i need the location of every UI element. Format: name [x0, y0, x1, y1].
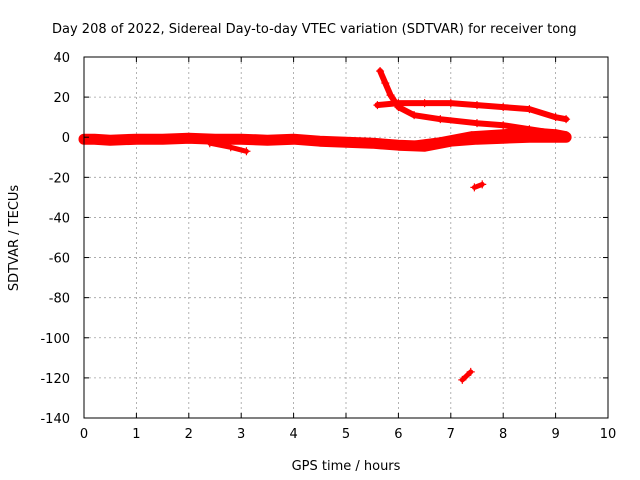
x-tick-label: 1	[132, 427, 140, 442]
data-traces	[78, 67, 572, 384]
data-point	[470, 183, 479, 192]
data-point	[226, 143, 235, 152]
x-tick-label: 3	[237, 427, 245, 442]
data-point	[478, 180, 487, 189]
x-tick-label: 8	[499, 427, 507, 442]
y-tick-label: -80	[49, 292, 70, 307]
y-tick-label: 0	[62, 131, 70, 146]
data-point	[562, 131, 571, 140]
data-point	[158, 135, 167, 144]
series-isolated-minus-120	[459, 369, 474, 383]
y-tick-label: -60	[49, 252, 70, 267]
data-point	[106, 136, 115, 145]
x-tick-label: 7	[447, 427, 455, 442]
y-tick-label: -140	[40, 412, 70, 427]
axis-ticks: 0 1 2 3 4 5 6 7 8 9 10 40 20 0 -20 -40 -60 -80 -100 -120 -14…	[40, 51, 616, 442]
x-tick-label: 5	[342, 427, 350, 442]
data-point	[184, 134, 193, 143]
x-tick-label: 9	[551, 427, 559, 442]
x-tick-label: 10	[600, 427, 617, 442]
data-point	[436, 137, 445, 146]
data-point	[368, 139, 377, 148]
data-point	[499, 121, 508, 130]
data-point	[315, 137, 324, 146]
y-tick-label: 40	[53, 51, 70, 66]
data-point	[373, 101, 382, 110]
y-tick-label: -20	[49, 171, 70, 186]
x-tick-label: 4	[289, 427, 297, 442]
data-point	[289, 135, 298, 144]
data-point	[381, 79, 390, 88]
data-point	[525, 127, 534, 136]
y-tick-label: 20	[53, 91, 70, 106]
data-point	[473, 119, 481, 128]
series-steep-descent	[377, 68, 559, 137]
data-point	[466, 367, 475, 376]
data-point	[458, 375, 467, 384]
y-axis-label: SDTVAR / TECUs	[7, 185, 22, 292]
data-point	[132, 135, 141, 144]
data-point	[237, 135, 246, 144]
data-point	[420, 99, 429, 108]
data-point	[90, 135, 99, 144]
data-point	[410, 111, 419, 120]
data-point	[436, 115, 445, 124]
data-point	[205, 139, 214, 148]
y-tick-label: -40	[49, 211, 70, 226]
y-tick-label: -120	[40, 372, 70, 387]
data-point	[404, 141, 413, 150]
x-tick-label: 0	[80, 427, 88, 442]
data-point	[499, 103, 508, 112]
chart-title: Day 208 of 2022, Sidereal Day-to-day VTE…	[52, 22, 577, 37]
data-point	[242, 147, 251, 156]
data-point	[525, 105, 534, 114]
data-point	[446, 99, 455, 108]
data-point	[386, 91, 395, 100]
data-point	[394, 141, 403, 150]
data-point	[394, 103, 403, 112]
data-point	[263, 136, 272, 145]
data-point	[551, 113, 560, 122]
data-point	[499, 129, 508, 138]
series-main-band	[78, 131, 572, 152]
x-tick-label: 6	[394, 427, 402, 442]
x-axis-label: GPS time / hours	[292, 459, 401, 474]
data-point	[342, 138, 350, 147]
data-point	[551, 129, 560, 138]
data-point	[473, 101, 481, 110]
data-point	[467, 131, 476, 140]
x-tick-label: 2	[185, 427, 193, 442]
y-tick-label: -100	[40, 332, 70, 347]
data-point	[376, 67, 385, 76]
data-point	[562, 115, 571, 124]
